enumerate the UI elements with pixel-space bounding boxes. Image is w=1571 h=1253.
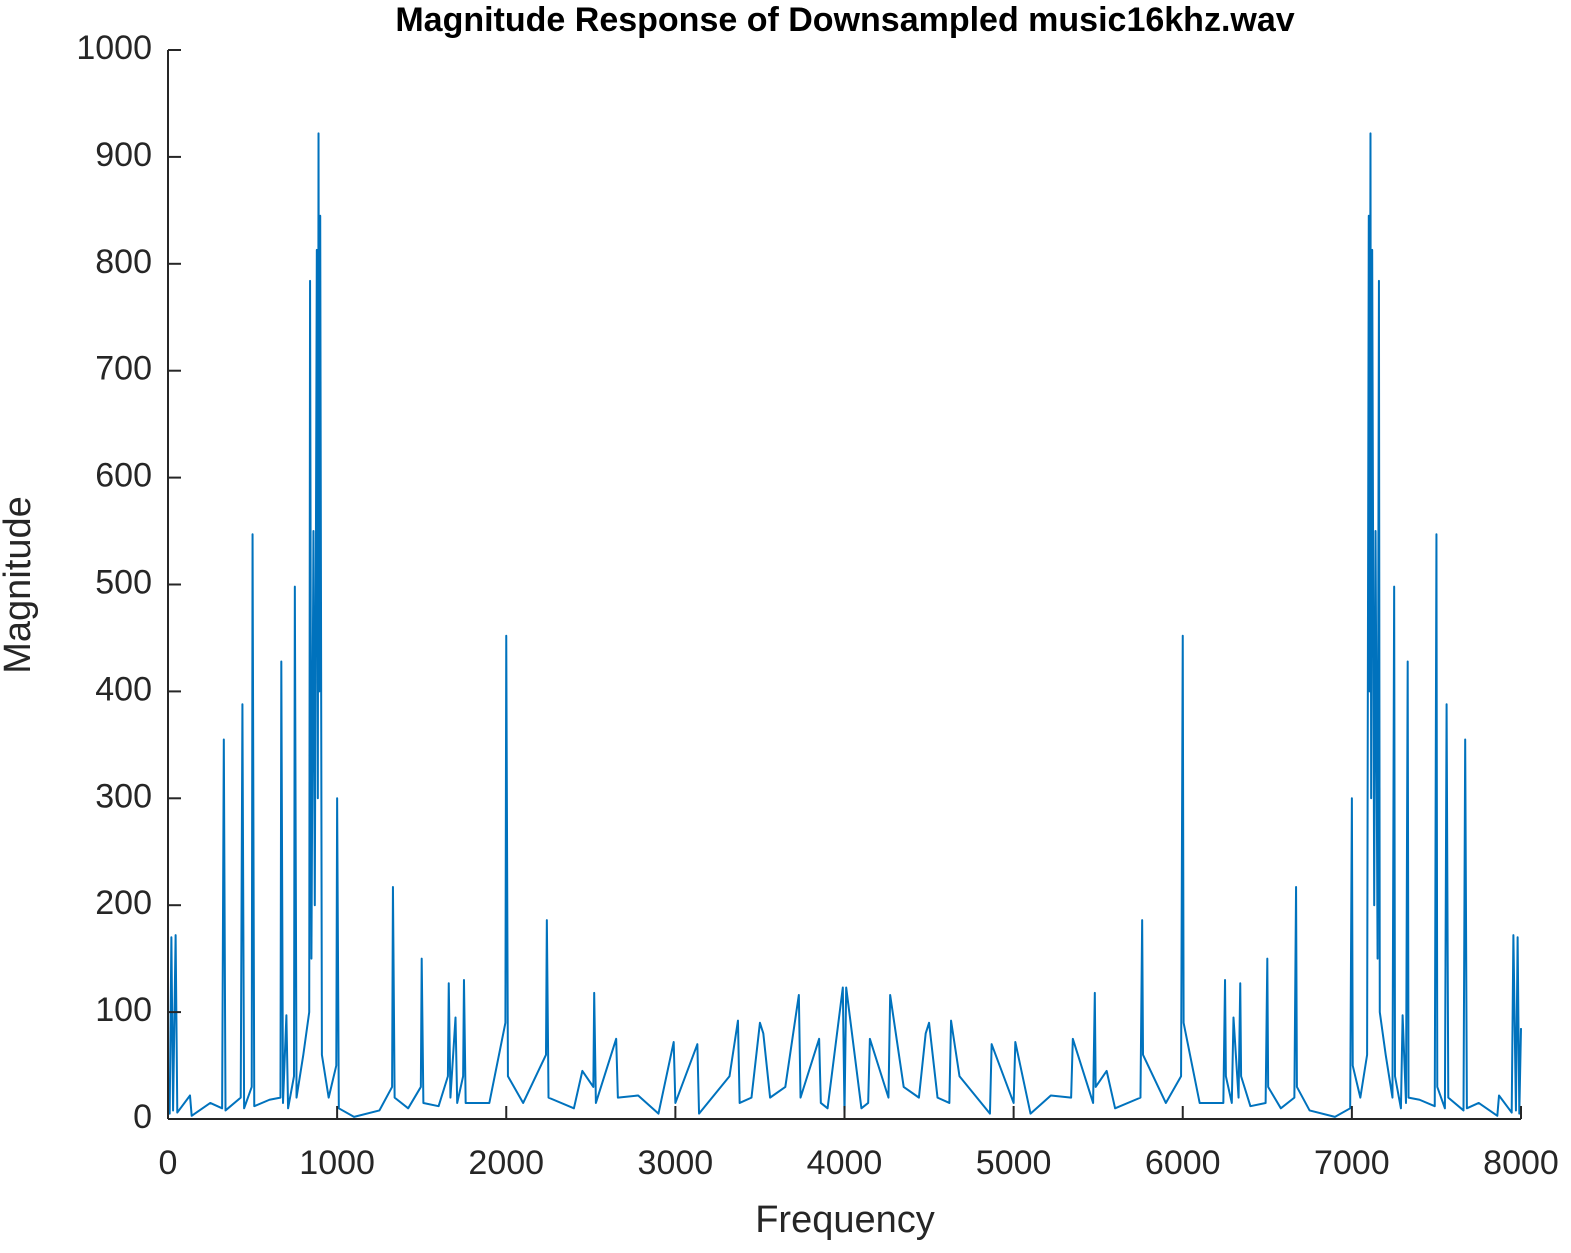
x-tick-label: 5000	[976, 1144, 1052, 1182]
y-tick-label: 0	[133, 1098, 152, 1136]
y-tick-label: 700	[95, 350, 152, 388]
y-tick-label: 600	[95, 457, 152, 495]
x-tick-label: 2000	[468, 1144, 544, 1182]
x-tick-label: 1000	[299, 1144, 375, 1182]
x-tick-label: 6000	[1145, 1144, 1221, 1182]
x-tick-label: 0	[159, 1144, 178, 1182]
y-tick-label: 400	[95, 670, 152, 708]
y-axis-label: Magnitude	[0, 496, 39, 673]
y-tick-label: 500	[95, 563, 152, 601]
x-tick-label: 7000	[1314, 1144, 1390, 1182]
chart-title: Magnitude Response of Downsampled music1…	[395, 1, 1294, 39]
y-tick-label: 900	[95, 136, 152, 174]
y-tick-label: 800	[95, 243, 152, 281]
y-tick-label: 1000	[76, 29, 152, 67]
x-axis-label: Frequency	[755, 1199, 935, 1241]
x-tick-label: 8000	[1483, 1144, 1559, 1182]
x-tick-label: 4000	[807, 1144, 883, 1182]
y-tick-label: 100	[95, 991, 152, 1029]
x-tick-label: 3000	[638, 1144, 714, 1182]
y-tick-label: 300	[95, 777, 152, 815]
data-line	[167, 132, 1522, 1118]
y-tick-label: 200	[95, 884, 152, 922]
